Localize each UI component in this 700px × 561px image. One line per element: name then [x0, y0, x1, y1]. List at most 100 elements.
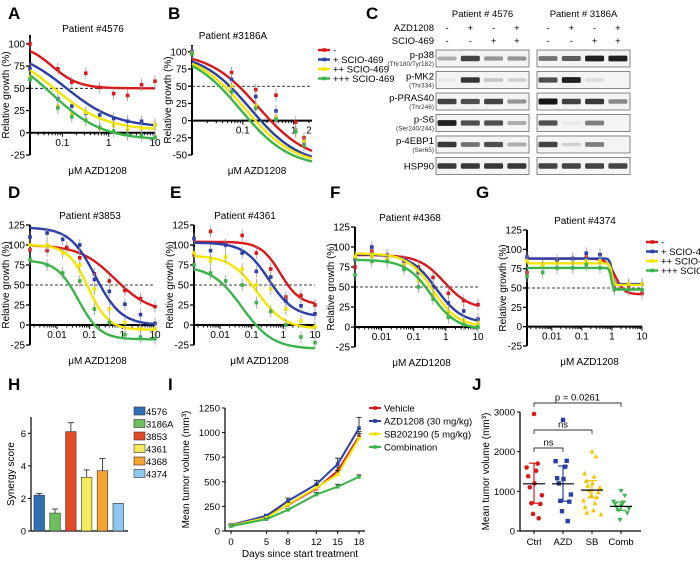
data-point-blue: [208, 248, 213, 253]
data-point-yellow: [240, 267, 244, 271]
x-axis-label: Days since start treatment: [242, 549, 358, 560]
blot-frame: [536, 92, 631, 111]
legend-label: 3186A: [146, 420, 174, 431]
scatter-point-SB: [597, 484, 603, 490]
tumor-volume-scatter-chart: 0 1000 2000 3000 Ctrl AZD SB Comb Mean tumor vol…: [481, 393, 641, 548]
scatter-point-Ctrl: [524, 465, 529, 470]
legend-swatch: [133, 419, 146, 428]
panel-letter-c: C: [366, 4, 378, 23]
y-tick-label: -25: [175, 341, 190, 352]
data-point-green: [138, 335, 143, 339]
legend-marker: [322, 48, 327, 52]
legend-marker: [322, 67, 327, 71]
chart-title: Patient #4576: [62, 24, 124, 35]
scatter-point-AZD: [555, 476, 560, 481]
data-point-green: [299, 335, 303, 339]
data-point-green: [598, 266, 602, 270]
data-point-yellow: [28, 243, 32, 247]
legend-label: + SCIO-469: [333, 55, 383, 66]
chart-title: Patient #4374: [554, 216, 616, 227]
data-point-green: [229, 524, 233, 528]
x-tick-label: Comb: [608, 537, 633, 548]
y-axis-label: Synergy score: [6, 442, 17, 506]
blot-site-label: (Thr334): [409, 83, 434, 90]
scatter-point-Ctrl: [538, 501, 543, 507]
blot-band: [484, 56, 504, 61]
scatter-point-AZD: [560, 417, 566, 423]
bar-4368: [96, 470, 108, 532]
legend-label: SB202190 (5 mg/kg): [384, 430, 471, 441]
y-tick-label: 75: [339, 263, 351, 274]
data-point-blue: [192, 236, 196, 241]
scatter-point-SB: [582, 504, 588, 510]
treatment-sign: -: [492, 23, 495, 34]
scatter-point-SB: [594, 494, 600, 500]
y-tick-label: 1000: [199, 428, 220, 439]
significance-bracket: [533, 429, 593, 434]
treatment-label: SCIO-469: [392, 36, 434, 47]
data-point-blue: [107, 289, 112, 294]
data-point-yellow: [353, 254, 357, 259]
blot-band: [437, 98, 457, 105]
data-point-yellow: [416, 278, 421, 283]
data-point-green: [111, 129, 116, 133]
y-tick-label: -25: [173, 133, 188, 144]
data-point-blue: [125, 119, 130, 124]
legend-label: Vehicle: [384, 404, 415, 415]
data-point-yellow: [335, 472, 340, 477]
scatter-point-SB: [591, 474, 597, 479]
data-point-green: [626, 287, 631, 292]
data-point-green: [83, 118, 88, 123]
dose-response-chart-b: Patient #3186A -50 -25 0 25 50 75 100 0.1 1 2 μM AZ…: [163, 31, 395, 177]
fit-curve-green: [29, 74, 156, 140]
y-tick-label: 25: [14, 301, 26, 312]
y-tick-label: 50: [176, 82, 188, 93]
legend-label: 4361: [146, 445, 167, 456]
scatter-point-SB: [588, 492, 594, 498]
y-tick-label: 0: [183, 321, 189, 332]
x-tick-label: SB: [586, 537, 599, 548]
data-point-red: [107, 279, 112, 283]
data-point-green: [286, 508, 290, 512]
x-tick-label: AZD: [554, 537, 573, 548]
data-point-yellow: [138, 327, 143, 331]
x-axis-label: μM AZD1208: [68, 166, 127, 177]
data-point-green: [284, 323, 288, 327]
series-line-red: [230, 435, 360, 527]
data-point-yellow: [153, 327, 157, 331]
blot-protein-label: p-S6: [414, 115, 434, 126]
data-point-red: [431, 275, 435, 280]
legend-marker: [373, 432, 377, 436]
blot-band: [608, 121, 628, 125]
y-tick-label: -25: [11, 341, 26, 352]
data-point-green: [335, 484, 340, 489]
blot-band: [538, 56, 558, 61]
data-point-green: [268, 309, 273, 314]
fit-curve-green: [355, 258, 479, 329]
treatment-sign: +: [491, 36, 497, 47]
panel-letters: A B C D E F G H I J: [8, 4, 489, 394]
y-tick-label: 2: [21, 494, 26, 505]
scatter-point-Ctrl: [530, 511, 536, 517]
y-tick-label: 0: [21, 527, 26, 538]
y-tick-label: 125: [172, 221, 189, 232]
data-point-yellow: [208, 259, 213, 263]
data-point-green: [28, 257, 32, 262]
data-point-red: [70, 80, 74, 84]
blot-band: [484, 98, 504, 105]
blot-band: [608, 78, 628, 82]
fit-curve-yellow: [193, 254, 316, 330]
y-tick-label: -50: [173, 151, 188, 162]
blot-band: [484, 163, 504, 169]
x-axis-label: μM AZD1208: [392, 358, 451, 369]
blot-band: [608, 99, 628, 104]
x-tick-label: 5: [264, 537, 269, 548]
scatter-point-SB: [585, 483, 591, 488]
blot-protein-label: p-MK2: [406, 72, 434, 83]
fit-curve-green: [193, 268, 316, 350]
data-point-green: [313, 340, 317, 345]
fit-curve-green: [527, 266, 642, 291]
treatment-sign: +: [569, 23, 575, 34]
